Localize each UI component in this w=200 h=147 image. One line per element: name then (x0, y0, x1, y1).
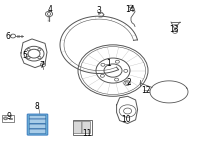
FancyBboxPatch shape (29, 124, 46, 129)
FancyBboxPatch shape (27, 114, 48, 135)
Text: 12: 12 (141, 86, 151, 95)
Text: 6: 6 (6, 31, 10, 41)
Text: 1: 1 (107, 59, 111, 69)
Circle shape (115, 60, 119, 63)
FancyBboxPatch shape (82, 122, 91, 133)
Text: 4: 4 (48, 5, 52, 14)
Text: 5: 5 (23, 51, 27, 60)
Text: 9: 9 (7, 112, 11, 121)
FancyBboxPatch shape (29, 119, 46, 123)
FancyBboxPatch shape (29, 129, 46, 134)
Circle shape (115, 78, 119, 81)
Text: 14: 14 (125, 5, 135, 14)
FancyBboxPatch shape (73, 122, 82, 133)
Text: 13: 13 (169, 25, 179, 34)
Circle shape (100, 74, 104, 77)
Text: 3: 3 (97, 6, 101, 15)
Circle shape (101, 63, 105, 66)
Text: 7: 7 (40, 61, 44, 70)
Text: 11: 11 (82, 129, 92, 138)
Text: 2: 2 (127, 78, 131, 87)
FancyBboxPatch shape (29, 115, 46, 119)
Circle shape (124, 69, 128, 72)
Text: 8: 8 (35, 102, 39, 111)
Text: 10: 10 (121, 115, 131, 124)
